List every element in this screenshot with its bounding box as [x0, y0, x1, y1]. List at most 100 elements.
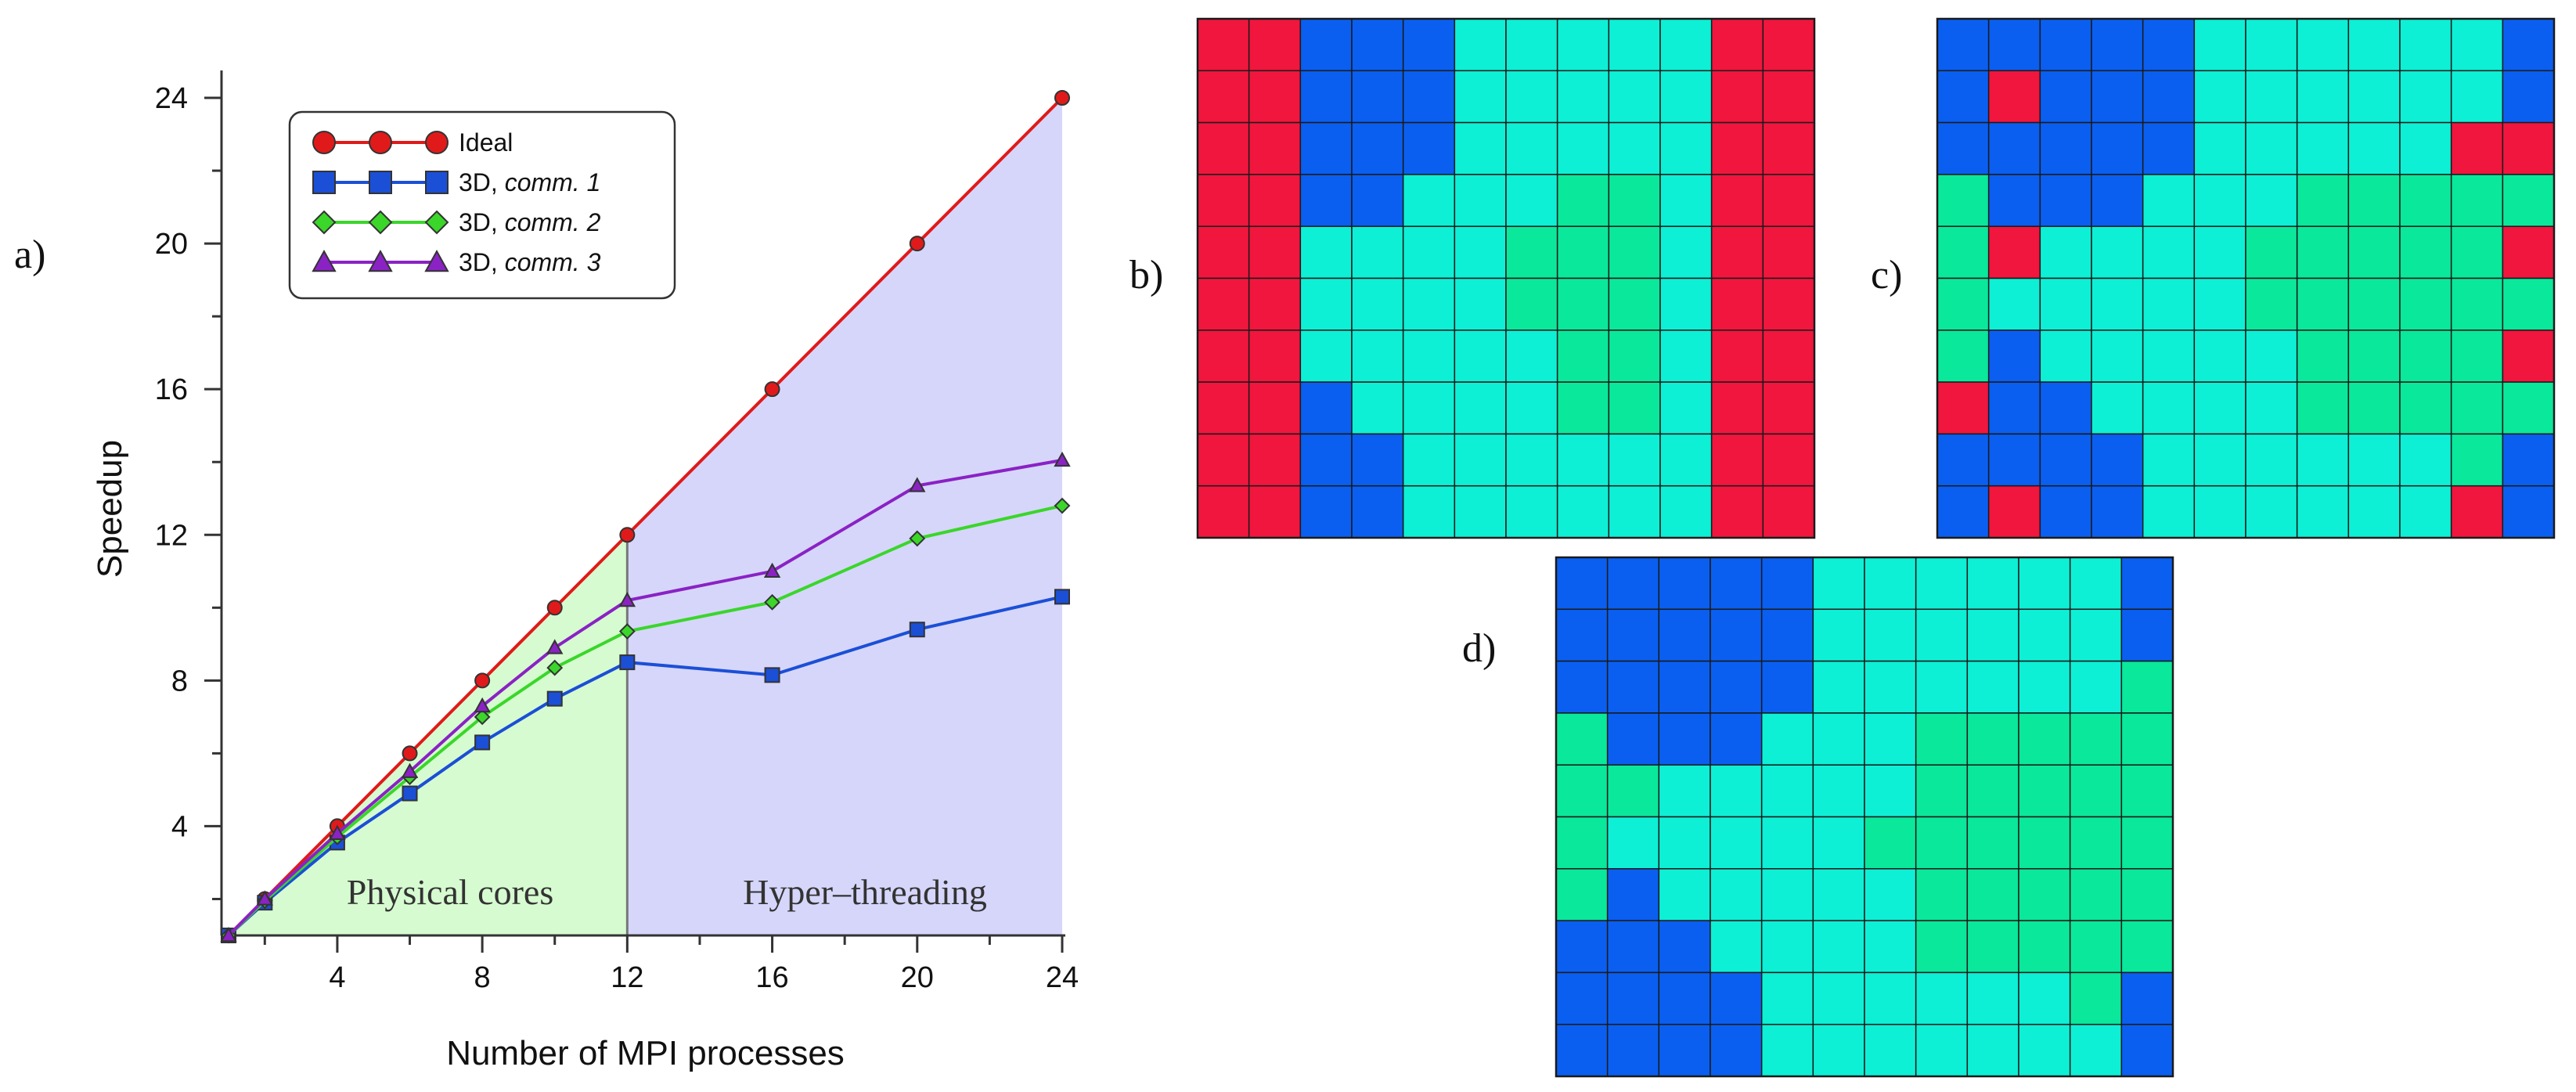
grid-cell: [1606, 557, 1660, 611]
grid-cell: [2347, 381, 2401, 435]
grid-cell: [2091, 485, 2144, 539]
grid-cell: [2347, 70, 2401, 124]
grid-cell: [2039, 433, 2092, 487]
grid-cell: [2120, 1023, 2174, 1077]
grid-cell: [2018, 660, 2071, 714]
grid-cell: [1402, 433, 1456, 487]
grid-cell: [2018, 712, 2071, 766]
grid-cell: [2399, 277, 2452, 331]
grid-cell: [2193, 121, 2246, 175]
grid-cell: [2450, 433, 2504, 487]
grid-cell: [1505, 277, 1558, 331]
grid-cell: [1864, 816, 1917, 870]
data-point: [474, 734, 491, 751]
grid-cell: [1658, 1023, 1711, 1077]
grid-cell: [1710, 18, 1764, 72]
grid-cell: [2502, 70, 2555, 124]
grid-cell: [1197, 277, 1250, 331]
y-tick-label: 20: [155, 228, 188, 261]
grid-cell: [1658, 868, 1711, 921]
grid-cell: [1966, 608, 2019, 662]
grid-cell: [2399, 225, 2452, 279]
y-tick-label: 24: [155, 82, 188, 115]
grid-cell: [1658, 764, 1711, 818]
grid-cell: [2039, 174, 2092, 227]
grid-cell: [2142, 70, 2196, 124]
grid-panel-d: d): [1462, 556, 2174, 1078]
grid-cell: [1710, 330, 1764, 383]
data-point: [909, 236, 925, 252]
grid-cell: [2296, 225, 2350, 279]
grid-cell: [2193, 433, 2246, 487]
grid-cell: [2245, 18, 2298, 72]
grid-cell: [2039, 330, 2092, 383]
grid-cell: [1606, 868, 1660, 921]
grid-cell: [1299, 121, 1353, 175]
grid-cell: [2450, 225, 2504, 279]
grid-cell: [1762, 174, 1815, 227]
grid-cell: [2120, 971, 2174, 1025]
grid-cell: [1915, 557, 1969, 611]
grid-cell: [1710, 70, 1764, 124]
grid-cell: [1762, 330, 1815, 383]
grid-cell: [1299, 225, 1353, 279]
grid-cell: [1710, 868, 1763, 921]
grid-cell: [2193, 277, 2246, 331]
grid-cell: [1606, 712, 1660, 766]
data-point: [329, 824, 346, 840]
y-tick-label: 4: [171, 810, 188, 843]
grid-cell: [1299, 18, 1353, 72]
grid-cell: [1966, 816, 2019, 870]
grid-cell: [1760, 608, 1814, 662]
grid-cell: [1556, 277, 1610, 331]
legend-marker: [369, 171, 392, 194]
grid-cell: [1608, 330, 1661, 383]
grid-cell: [1606, 920, 1660, 974]
grid-cell: [1659, 330, 1713, 383]
grid-cell: [1864, 920, 1917, 974]
legend-marker: [425, 171, 449, 194]
grid-cell: [1454, 330, 1507, 383]
grid-cell: [1606, 971, 1660, 1025]
grid-cell: [1762, 277, 1815, 331]
grid-cell: [1351, 70, 1404, 124]
grid-cell: [2193, 381, 2246, 435]
grid-cell: [1556, 330, 1610, 383]
grid-cell: [2399, 18, 2452, 72]
grid-cell: [2069, 1023, 2123, 1077]
grid-cell: [2347, 121, 2401, 175]
grid-cell: [2142, 225, 2196, 279]
grid-cell: [1760, 764, 1814, 818]
grid-cell: [1555, 712, 1609, 766]
grid-cell: [1555, 764, 1609, 818]
grid-cell: [2091, 225, 2144, 279]
grid-cell: [2296, 485, 2350, 539]
grid-cell: [1402, 485, 1456, 539]
grid-cell: [1658, 920, 1711, 974]
grid-panel-c: c): [1871, 17, 2556, 539]
grid-cell: [1608, 70, 1661, 124]
grid-cell: [1197, 18, 1250, 72]
legend-label: Ideal: [459, 128, 513, 157]
legend-label-italic: comm. 3: [505, 248, 601, 276]
grid-cell: [2347, 485, 2401, 539]
grid-cell: [1812, 868, 1865, 921]
legend-label-prefix: 3D,: [459, 168, 505, 196]
speedup-plot: Physical cores Hyper–threading 4 8 12 16 20 24 4…: [14, 70, 1079, 1072]
grid-cell: [1505, 174, 1558, 227]
grid-cell: [1710, 174, 1764, 227]
grid-cell: [1762, 485, 1815, 539]
grid-cell: [1966, 971, 2019, 1025]
grid-cell: [1915, 1023, 1969, 1077]
data-point: [764, 593, 780, 611]
grid-cell: [2120, 868, 2174, 921]
grid-cell: [1402, 174, 1456, 227]
grid-cell: [1197, 121, 1250, 175]
grid-cell: [1710, 121, 1764, 175]
grid-cell: [1505, 485, 1558, 539]
data-point: [1054, 589, 1070, 605]
grid-cell: [2399, 174, 2452, 227]
grid-cell: [2039, 18, 2092, 72]
grid-cell: [2142, 121, 2196, 175]
legend-marker: [368, 249, 393, 272]
